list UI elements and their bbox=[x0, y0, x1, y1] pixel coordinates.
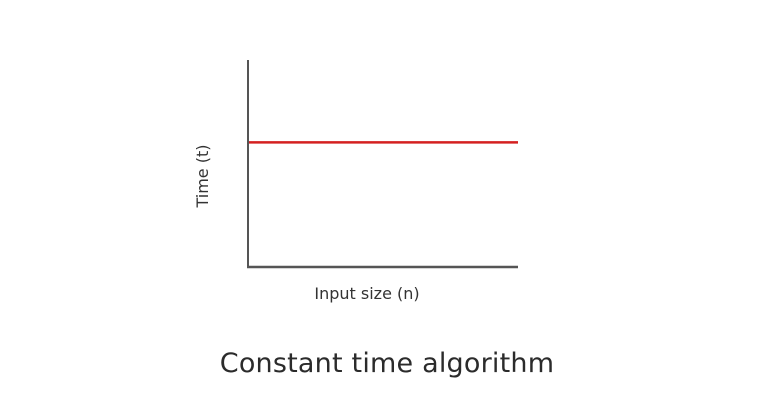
chart: Time (t) Input size (n) bbox=[193, 60, 518, 303]
x-axis-label: Input size (n) bbox=[314, 284, 419, 303]
y-axis-label: Time (t) bbox=[193, 145, 212, 209]
chart-caption: Constant time algorithm bbox=[219, 348, 555, 379]
